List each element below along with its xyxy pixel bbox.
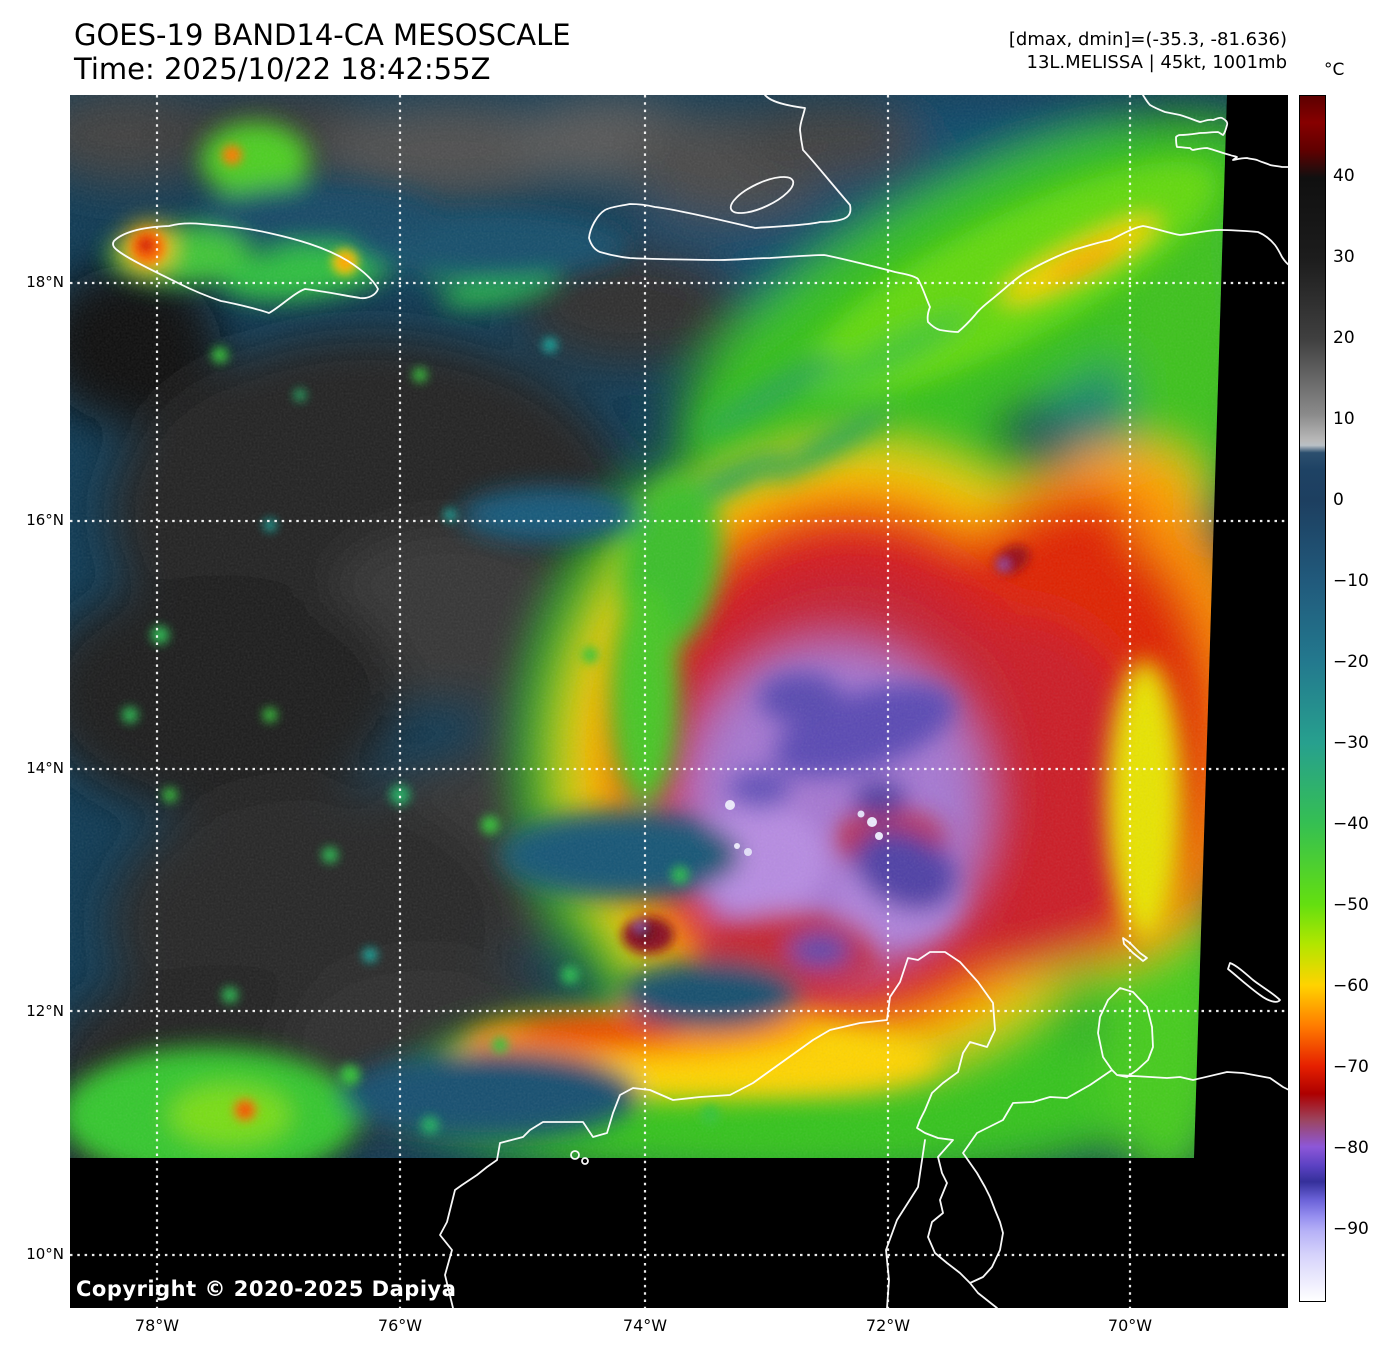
info-block: [dmax, dmin]=(-35.3, -81.636) 13L.MELISS… (1009, 28, 1287, 74)
colorbar-tick-m20: −20 (1333, 652, 1369, 672)
colorbar-tick-m80: −80 (1333, 1138, 1369, 1158)
lat-label-10n: 10°N (26, 1245, 64, 1263)
grid-lines (70, 95, 1288, 1308)
colorbar-tick-m60: −60 (1333, 976, 1369, 996)
curacao-coastline (1227, 962, 1281, 1003)
lat-label-12n: 12°N (26, 1002, 64, 1020)
colorbar-tick-10: 10 (1333, 409, 1355, 429)
magdalena-line (885, 1139, 926, 1308)
hispaniola-coastline (588, 95, 1288, 333)
lon-label-72w: 72°W (865, 1316, 911, 1335)
lon-label-74w: 74°W (622, 1316, 668, 1335)
lat-label-14n: 14°N (26, 759, 64, 777)
colorbar-unit: °C (1324, 60, 1345, 80)
lat-label-18n: 18°N (26, 273, 64, 291)
copyright: Copyright © 2020-2025 Dapiya (76, 1277, 457, 1301)
colorbar-tick-30: 30 (1333, 247, 1355, 267)
lat-label-16n: 16°N (26, 511, 64, 529)
jamaica-coastline (112, 222, 379, 314)
storm-readout: 13L.MELISSA | 45kt, 1001mb (1026, 52, 1288, 73)
aruba-coastline (1122, 937, 1148, 962)
dmax-dmin-readout: [dmax, dmin]=(-35.3, -81.636) (1008, 29, 1287, 50)
page-title: GOES-19 BAND14-CA MESOSCALE (74, 18, 571, 52)
colorbar-tick-0: 0 (1333, 490, 1344, 510)
cartagena-islet (570, 1150, 580, 1160)
gonave-island-coastline (729, 176, 795, 214)
satellite-imagery (70, 95, 1288, 1308)
colorbar-tick-m10: −10 (1333, 571, 1369, 591)
dominican-north-coastline (1142, 95, 1288, 168)
colorbar (1299, 95, 1326, 1302)
lon-label-70w: 70°W (1107, 1316, 1153, 1335)
lon-label-78w: 78°W (134, 1316, 180, 1335)
data-region (70, 95, 1227, 1158)
colorbar-tick-m50: −50 (1333, 895, 1369, 915)
south-america-coastline (439, 951, 1288, 1308)
colorbar-tick-20: 20 (1333, 328, 1355, 348)
colorbar-tick-40: 40 (1333, 166, 1355, 186)
colorbar-tick-m90: −90 (1333, 1219, 1369, 1239)
colorbar-tick-m40: −40 (1333, 814, 1369, 834)
satellite-map: Copyright © 2020-2025 Dapiya (70, 95, 1288, 1308)
colorbar-tick-m30: −30 (1333, 733, 1369, 753)
timestamp: Time: 2025/10/22 18:42:55Z (74, 52, 491, 86)
title-block: GOES-19 BAND14-CA MESOSCALE Time: 2025/1… (74, 18, 571, 86)
lon-label-76w: 76°W (377, 1316, 423, 1335)
colorbar-tick-m70: −70 (1333, 1057, 1369, 1077)
maracaibo-south-line (969, 1282, 998, 1308)
cartagena-islet-2 (581, 1157, 589, 1165)
